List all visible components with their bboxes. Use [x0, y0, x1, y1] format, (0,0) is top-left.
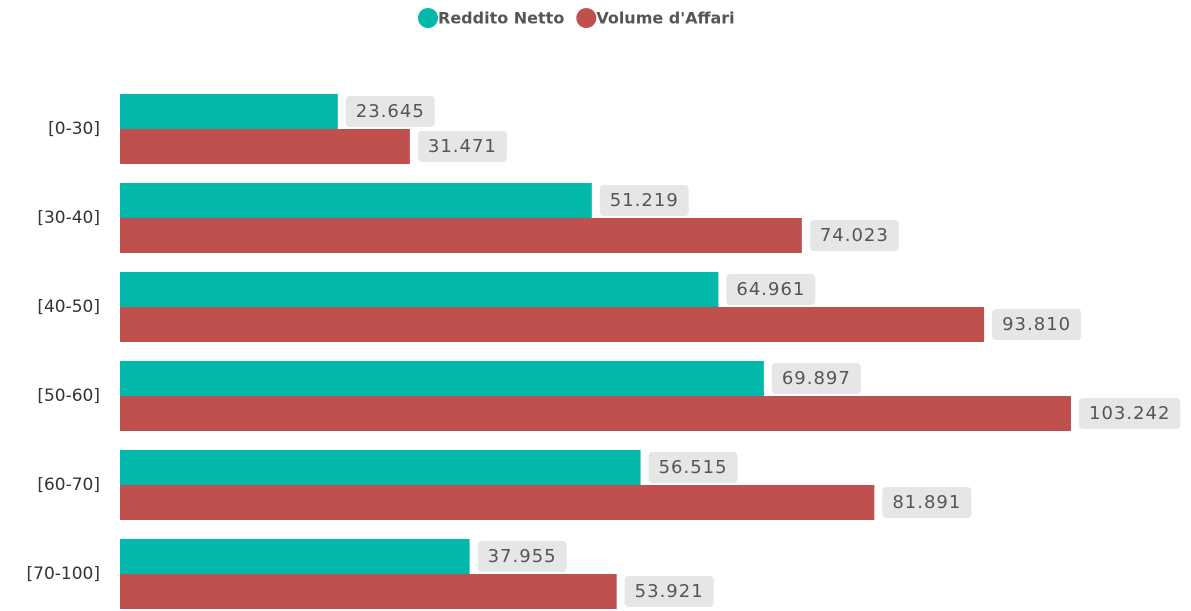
bar [120, 94, 338, 129]
bar [120, 485, 875, 520]
value-label-bg [771, 363, 861, 394]
value-label: 53.921 [635, 581, 704, 602]
legend-marker [418, 8, 438, 28]
value-label-bg [624, 576, 714, 607]
bar [120, 272, 719, 307]
value-label-bg [809, 220, 899, 251]
value-label: 81.891 [892, 492, 961, 513]
bar [120, 450, 641, 485]
value-label: 74.023 [820, 225, 889, 246]
value-label: 103.242 [1089, 403, 1170, 424]
value-label-bg [882, 487, 972, 518]
bar [120, 183, 592, 218]
category-label: [0-30] [48, 119, 100, 139]
value-label: 69.897 [782, 368, 851, 389]
bar [120, 574, 617, 609]
value-label-bg [417, 131, 507, 162]
category-label: [40-50] [37, 297, 100, 317]
bar [120, 129, 410, 164]
value-label-bg [992, 309, 1082, 340]
value-label: 23.645 [356, 101, 425, 122]
category-label: [60-70] [37, 475, 100, 495]
category-label: [70-100] [27, 564, 100, 584]
value-label: 64.961 [736, 279, 805, 300]
value-label: 56.515 [659, 457, 728, 478]
bar [120, 307, 985, 342]
bar [120, 361, 764, 396]
value-label: 93.810 [1002, 314, 1071, 335]
legend: Reddito Netto Volume d'Affari [418, 8, 735, 28]
value-label: 31.471 [428, 136, 497, 157]
value-label-bg [648, 452, 738, 483]
bar [120, 218, 802, 253]
legend-label: Reddito Netto [438, 9, 564, 28]
legend-label: Volume d'Affari [596, 9, 734, 28]
bar [120, 396, 1071, 431]
category-label: [50-60] [37, 386, 100, 406]
value-label-bg [477, 541, 567, 572]
value-label: 51.219 [610, 190, 679, 211]
value-label-bg [726, 274, 816, 305]
value-label-bg [1079, 398, 1181, 429]
value-label: 37.955 [488, 546, 557, 567]
category-label: [30-40] [37, 208, 100, 228]
bar [120, 539, 470, 574]
value-label-bg [599, 185, 689, 216]
legend-marker [576, 8, 597, 28]
value-label-bg [345, 96, 435, 127]
